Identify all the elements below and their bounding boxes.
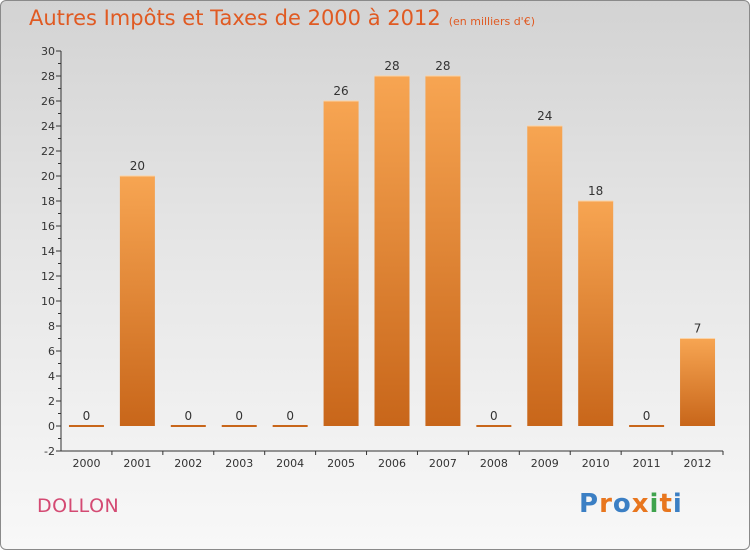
logo-letter: o [612,489,632,519]
x-tick-label: 2000 [72,457,100,470]
chart-title-text: Autres Impôts et Taxes de 2000 à 2012 [29,6,441,30]
y-tick-label: 24 [41,120,55,133]
bar-2006 [374,76,410,426]
data-label-2007: 28 [435,59,450,73]
x-tick-label: 2010 [582,457,610,470]
data-label-2002: 0 [184,409,192,423]
y-tick-label: 0 [48,420,55,433]
bar-2005 [323,101,359,426]
chart-title: Autres Impôts et Taxes de 2000 à 2012 (en… [29,6,535,30]
data-label-2003: 0 [235,409,243,423]
x-tick-label: 2007 [429,457,457,470]
x-tick-label: 2005 [327,457,355,470]
y-tick-label: 16 [41,220,55,233]
logo-letter: P [579,489,600,519]
logo-letter: i [672,489,683,519]
logo-letter: x [631,489,650,519]
chart-labels: 0 2000 20 2001 0 2002 0 2003 0 2004 26 2005 28 2006 28… [72,59,711,470]
x-tick-label: 2001 [123,457,151,470]
y-tick-label: 8 [48,320,55,333]
bar-2010 [578,201,614,426]
y-tick-label: 30 [41,45,55,58]
y-tick-label: 6 [48,345,55,358]
x-tick-label: 2011 [633,457,661,470]
data-label-2010: 18 [588,184,603,198]
data-label-2006: 28 [384,59,399,73]
data-label-2012: 7 [694,322,702,336]
bar-2009 [527,126,563,426]
y-tick-label: 2 [48,395,55,408]
x-tick-label: 2006 [378,457,406,470]
data-label-2011: 0 [643,409,651,423]
commune-name: DOLLON [37,495,120,517]
chart-subtitle: (en milliers d'€) [448,15,535,28]
logo-letter: t [659,489,673,519]
y-tick-label: 12 [41,270,55,283]
chart-bars [68,75,716,427]
y-tick-label: 20 [41,170,55,183]
data-label-2001: 20 [130,159,145,173]
y-tick-label: 22 [41,145,55,158]
logo-letter: i [649,489,660,519]
proxiti-logo[interactable]: Proxiti [579,489,683,519]
data-label-2000: 0 [83,409,91,423]
bar-2001 [119,176,155,426]
y-tick-label: 28 [41,70,55,83]
y-tick-label: 4 [48,370,55,383]
y-tick-label: 10 [41,295,55,308]
data-label-2008: 0 [490,409,498,423]
bar-2012 [680,338,716,426]
y-tick-label: -2 [44,445,55,458]
y-tick-label: 14 [41,245,55,258]
x-tick-label: 2002 [174,457,202,470]
y-tick-label: 26 [41,95,55,108]
y-tick-label: 18 [41,195,55,208]
x-tick-label: 2012 [684,457,712,470]
x-tick-label: 2004 [276,457,304,470]
logo-letter: r [599,489,613,519]
x-tick-label: 2009 [531,457,559,470]
bar-2007 [425,76,461,426]
data-label-2004: 0 [286,409,294,423]
x-tick-label: 2003 [225,457,253,470]
data-label-2005: 26 [333,84,348,98]
data-label-2009: 24 [537,109,552,123]
x-tick-label: 2008 [480,457,508,470]
